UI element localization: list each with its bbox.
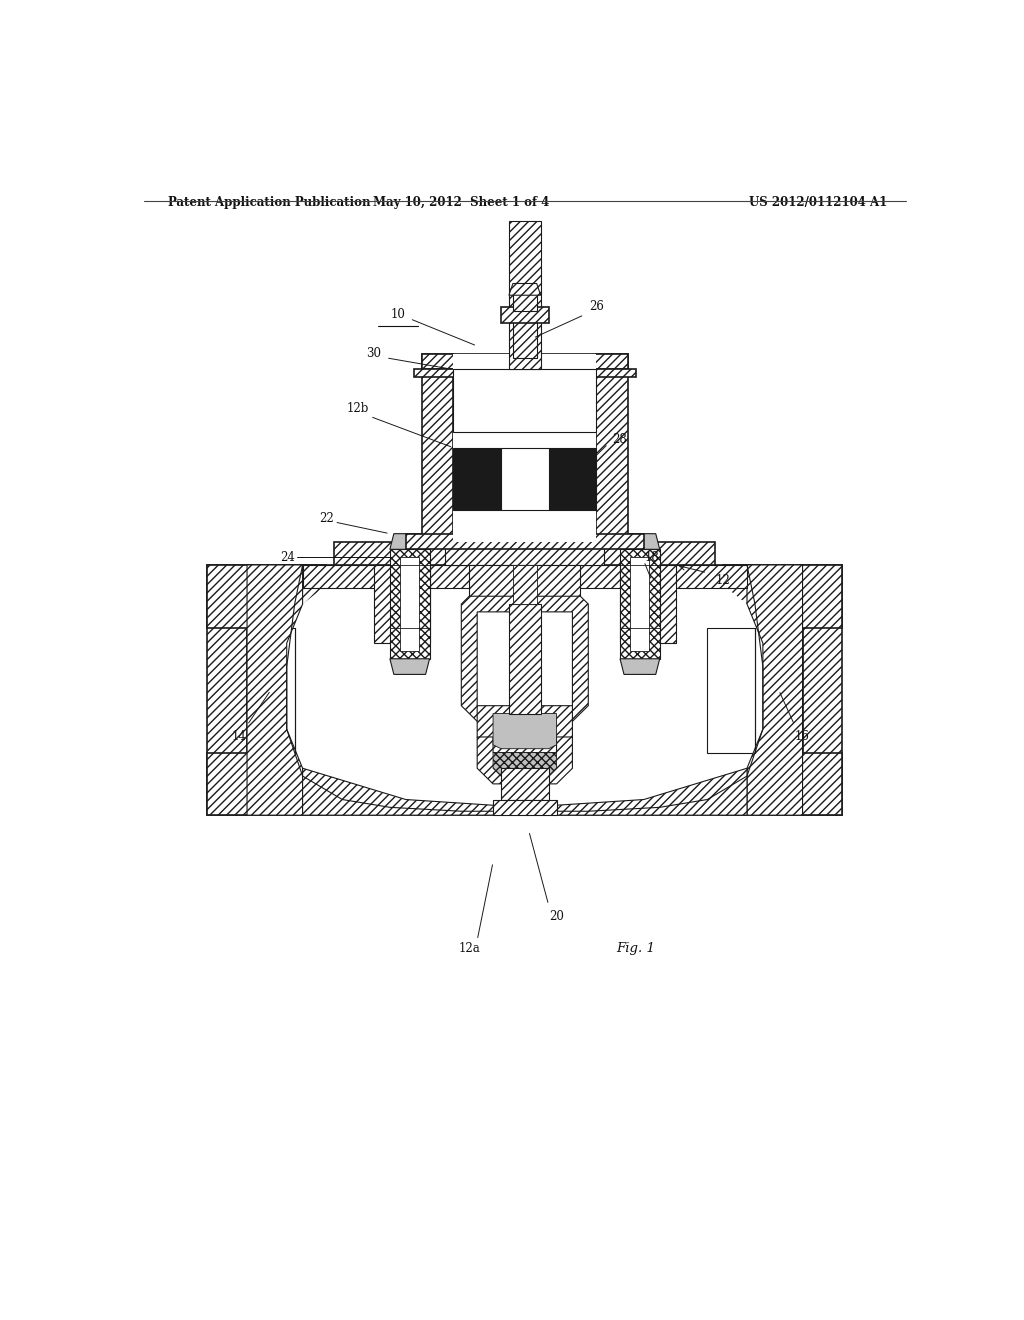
Bar — [803, 565, 842, 816]
Polygon shape — [390, 659, 430, 675]
Bar — [708, 627, 755, 752]
Polygon shape — [494, 714, 557, 748]
Bar — [513, 312, 537, 358]
Bar — [406, 533, 644, 549]
Polygon shape — [509, 284, 541, 296]
Text: Patent Application Publication: Patent Application Publication — [168, 195, 371, 209]
Polygon shape — [477, 706, 572, 752]
Polygon shape — [390, 549, 430, 659]
Bar — [509, 220, 541, 370]
Text: 24: 24 — [280, 550, 295, 564]
Bar — [247, 565, 803, 816]
Bar — [207, 565, 247, 816]
Bar — [445, 541, 604, 565]
Bar — [549, 447, 596, 511]
Text: 12b: 12b — [347, 403, 370, 414]
Bar — [501, 308, 549, 322]
Polygon shape — [621, 659, 659, 675]
Polygon shape — [390, 533, 430, 549]
Text: 18: 18 — [644, 550, 659, 564]
Bar — [454, 370, 596, 432]
Bar — [414, 370, 636, 378]
Polygon shape — [287, 573, 763, 808]
Text: 12a: 12a — [459, 941, 480, 954]
Bar — [631, 557, 649, 651]
Bar — [596, 354, 628, 541]
Text: Fig. 1: Fig. 1 — [616, 941, 655, 954]
Text: May 10, 2012  Sheet 1 of 4: May 10, 2012 Sheet 1 of 4 — [373, 195, 550, 209]
Bar — [454, 354, 596, 541]
Polygon shape — [477, 612, 572, 714]
Bar — [494, 800, 557, 816]
Bar — [621, 565, 676, 643]
Polygon shape — [303, 768, 748, 816]
Bar — [334, 541, 716, 565]
Bar — [422, 354, 628, 370]
Polygon shape — [461, 597, 588, 721]
Text: 10: 10 — [390, 309, 406, 321]
Polygon shape — [621, 533, 659, 549]
Bar — [513, 565, 537, 605]
Bar — [422, 354, 454, 541]
Bar — [454, 447, 501, 511]
Bar — [469, 565, 581, 612]
Text: 28: 28 — [612, 433, 628, 446]
Bar — [723, 752, 842, 816]
Bar — [723, 565, 842, 627]
Bar — [303, 565, 748, 589]
Text: 20: 20 — [549, 911, 564, 923]
Text: 26: 26 — [589, 301, 604, 313]
Bar — [207, 752, 327, 816]
Text: 14: 14 — [231, 730, 247, 743]
Text: 22: 22 — [319, 512, 334, 524]
Text: 30: 30 — [367, 347, 382, 360]
Bar — [501, 768, 549, 800]
Bar — [400, 557, 419, 651]
Polygon shape — [621, 549, 659, 659]
Bar — [513, 292, 537, 312]
Bar — [501, 447, 549, 511]
Bar — [207, 565, 327, 627]
Bar — [374, 565, 430, 643]
Text: US 2012/0112104 A1: US 2012/0112104 A1 — [750, 195, 888, 209]
Polygon shape — [748, 565, 803, 816]
Polygon shape — [477, 737, 572, 784]
Polygon shape — [494, 752, 557, 776]
Text: 16: 16 — [795, 730, 810, 743]
Polygon shape — [247, 565, 303, 816]
Bar — [247, 627, 295, 752]
Bar — [509, 605, 541, 714]
Text: 12: 12 — [716, 574, 730, 587]
